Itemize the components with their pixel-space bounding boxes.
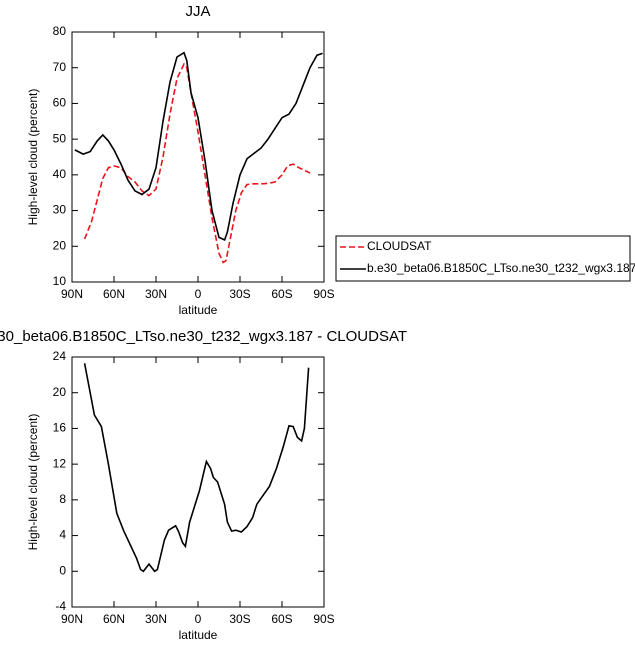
- x-tick-label: 30N: [145, 612, 167, 626]
- data-line: [83, 363, 310, 573]
- y-tick-label: 12: [53, 456, 67, 470]
- y-tick-label: 24: [53, 349, 67, 363]
- x-tick-label: 60S: [271, 287, 292, 301]
- y-tick-label: 40: [53, 167, 67, 181]
- y-tick-label: 80: [53, 24, 67, 38]
- plot-frame: [71, 31, 325, 283]
- y-tick-label: 10: [53, 274, 67, 288]
- x-tick-label: 90S: [313, 612, 334, 626]
- x-axis-label: latitude: [179, 303, 218, 317]
- y-tick-label: 8: [59, 492, 66, 506]
- y-tick-label: 4: [59, 528, 66, 542]
- legend-label: b.e30_beta06.B1850C_LTso.ne30_t232_wgx3.…: [367, 261, 635, 275]
- data-line: [74, 51, 323, 241]
- plot-frame: [71, 356, 325, 608]
- y-tick-label: 16: [53, 421, 67, 435]
- chart-title: JJA: [185, 3, 210, 20]
- x-tick-label: 30N: [145, 287, 167, 301]
- x-tick-label: 30S: [229, 612, 250, 626]
- x-tick-label: 60S: [271, 612, 292, 626]
- y-tick-label: -4: [55, 599, 66, 613]
- y-tick-label: 60: [53, 96, 67, 110]
- x-tick-label: 90S: [313, 287, 334, 301]
- legend-label: CLOUDSAT: [367, 239, 432, 253]
- y-tick-label: 50: [53, 131, 67, 145]
- x-tick-label: 0: [195, 287, 202, 301]
- x-tick-label: 60N: [103, 612, 125, 626]
- x-tick-label: 90N: [61, 287, 83, 301]
- chart-title: e30_beta06.B1850C_LTso.ne30_t232_wgx3.18…: [0, 328, 407, 345]
- x-tick-label: 60N: [103, 287, 125, 301]
- x-tick-label: 30S: [229, 287, 250, 301]
- x-tick-label: 0: [195, 612, 202, 626]
- y-tick-label: 20: [53, 238, 67, 252]
- y-tick-label: 30: [53, 203, 67, 217]
- y-axis-label: High-level cloud (percent): [26, 414, 40, 551]
- x-tick-label: 90N: [61, 612, 83, 626]
- data-line: [83, 62, 311, 264]
- legend-box: [335, 235, 631, 282]
- y-tick-label: 0: [59, 563, 66, 577]
- y-tick-label: 70: [53, 60, 67, 74]
- y-axis-label: High-level cloud (percent): [26, 89, 40, 226]
- y-tick-label: 20: [53, 385, 67, 399]
- x-axis-label: latitude: [179, 628, 218, 642]
